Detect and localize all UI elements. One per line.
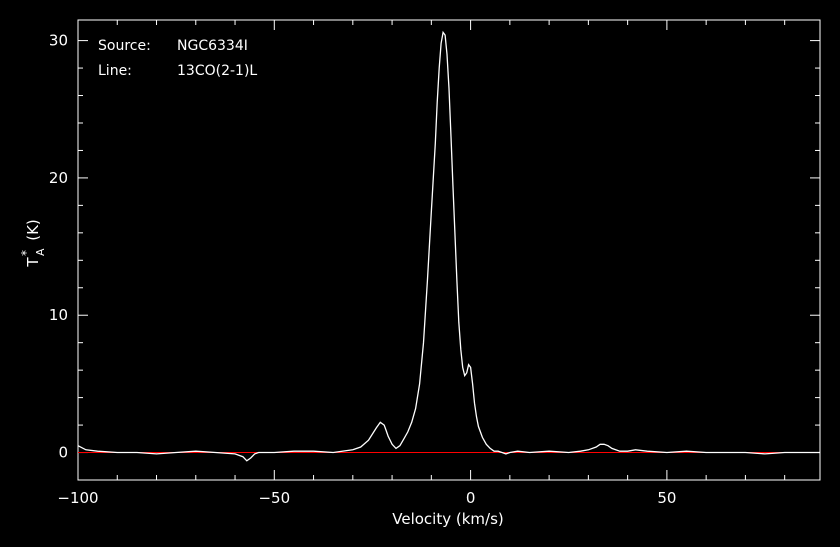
y-tick-label: 30	[49, 32, 68, 50]
line-value: 13CO(2-1)L	[177, 63, 257, 79]
x-tick-label: 50	[657, 489, 676, 507]
plot-frame	[77, 19, 821, 481]
source-label: Source:	[98, 38, 151, 54]
y-axis-label-sup: *	[19, 250, 33, 256]
source-value: NGC6334I	[177, 38, 248, 54]
line-label: Line:	[98, 63, 132, 79]
x-tick-labels: −100 −50 0 50	[57, 489, 676, 507]
y-tick-label: 0	[58, 444, 68, 462]
x-tick-label: −100	[57, 489, 98, 507]
spectrum-series-line	[77, 30, 820, 462]
axis-ticks	[77, 20, 820, 481]
y-axis-label-unit: (K)	[24, 219, 42, 241]
y-tick-label: 10	[49, 306, 68, 324]
x-axis-label: Velocity (km/s)	[392, 510, 503, 528]
y-axis-label-sub: A	[34, 248, 47, 256]
x-tick-label: −50	[258, 489, 290, 507]
y-axis-label-symbol: T	[24, 257, 42, 268]
x-tick-label: 0	[466, 489, 476, 507]
y-axis-label: T * A (K)	[19, 219, 47, 267]
y-tick-labels: 0 10 20 30	[49, 32, 68, 462]
y-tick-label: 20	[49, 169, 68, 187]
